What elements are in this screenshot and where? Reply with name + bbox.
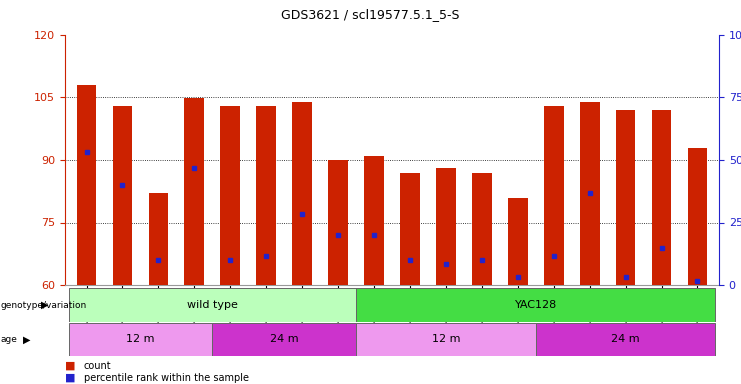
Text: 24 m: 24 m xyxy=(270,334,299,344)
Text: ■: ■ xyxy=(65,373,76,383)
Text: wild type: wild type xyxy=(187,300,238,310)
Bar xyxy=(400,172,420,285)
Bar xyxy=(356,323,536,356)
Bar xyxy=(148,193,168,285)
Text: 12 m: 12 m xyxy=(432,334,460,344)
Text: genotype/variation: genotype/variation xyxy=(1,301,87,310)
Text: YAC128: YAC128 xyxy=(514,300,556,310)
Bar xyxy=(76,85,96,285)
Text: ▶: ▶ xyxy=(41,300,48,310)
Bar xyxy=(688,147,708,285)
Bar xyxy=(651,110,671,285)
Bar xyxy=(220,106,240,285)
Text: age: age xyxy=(1,335,18,344)
Text: 12 m: 12 m xyxy=(126,334,155,344)
Bar xyxy=(616,110,636,285)
Bar xyxy=(356,288,715,322)
Bar xyxy=(536,323,715,356)
Text: ▶: ▶ xyxy=(23,334,30,344)
Bar xyxy=(185,98,205,285)
Text: ■: ■ xyxy=(65,361,76,371)
Bar xyxy=(292,102,312,285)
Text: count: count xyxy=(84,361,111,371)
Bar xyxy=(328,160,348,285)
Text: GDS3621 / scl19577.5.1_5-S: GDS3621 / scl19577.5.1_5-S xyxy=(282,8,459,21)
Bar xyxy=(256,106,276,285)
Bar xyxy=(579,102,599,285)
Bar xyxy=(508,197,528,285)
Bar xyxy=(213,323,356,356)
Bar xyxy=(69,323,213,356)
Bar xyxy=(364,156,384,285)
Text: 24 m: 24 m xyxy=(611,334,640,344)
Bar xyxy=(69,288,356,322)
Text: percentile rank within the sample: percentile rank within the sample xyxy=(84,373,248,383)
Bar xyxy=(436,168,456,285)
Bar xyxy=(544,106,564,285)
Bar xyxy=(472,172,492,285)
Bar xyxy=(113,106,133,285)
